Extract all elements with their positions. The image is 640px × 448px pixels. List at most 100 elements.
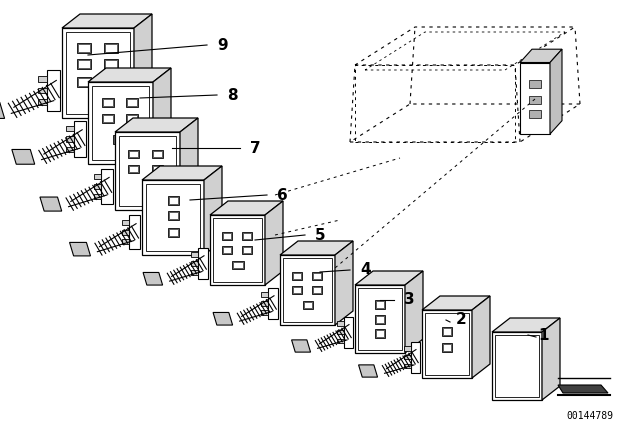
Polygon shape <box>62 28 134 118</box>
Text: 7: 7 <box>250 141 260 155</box>
Bar <box>232 263 243 268</box>
Text: 3: 3 <box>404 293 415 307</box>
Bar <box>168 228 179 237</box>
Bar <box>292 287 301 293</box>
Bar <box>77 43 91 53</box>
Polygon shape <box>191 261 198 266</box>
Text: 00144789: 00144789 <box>566 411 614 421</box>
Bar <box>152 150 163 158</box>
Polygon shape <box>12 150 35 164</box>
Polygon shape <box>62 14 152 28</box>
Bar <box>442 327 452 336</box>
Bar <box>152 165 163 173</box>
Polygon shape <box>38 99 47 105</box>
Bar <box>104 59 118 69</box>
Bar <box>314 273 321 279</box>
Polygon shape <box>115 118 198 132</box>
Bar <box>89 93 107 103</box>
Polygon shape <box>404 355 411 359</box>
Polygon shape <box>358 365 378 377</box>
Bar <box>291 286 301 294</box>
Bar <box>375 329 385 338</box>
Polygon shape <box>47 70 60 111</box>
Bar <box>105 60 117 68</box>
Polygon shape <box>422 296 490 310</box>
Bar <box>243 232 252 240</box>
Polygon shape <box>115 132 180 210</box>
Bar <box>292 273 301 279</box>
Text: 9: 9 <box>217 38 228 52</box>
Polygon shape <box>88 68 171 82</box>
Bar <box>67 32 130 114</box>
Bar <box>127 99 137 106</box>
Polygon shape <box>337 330 344 335</box>
Bar <box>312 272 323 280</box>
Bar <box>104 43 118 53</box>
Polygon shape <box>38 88 47 94</box>
Polygon shape <box>129 215 140 249</box>
Polygon shape <box>261 310 268 315</box>
Polygon shape <box>210 215 265 285</box>
Bar <box>375 300 385 309</box>
Polygon shape <box>411 342 420 373</box>
Bar <box>128 150 139 158</box>
Bar <box>77 78 90 86</box>
Bar <box>425 313 469 375</box>
Bar <box>153 167 162 172</box>
Bar <box>376 331 384 337</box>
Text: 5: 5 <box>315 228 326 242</box>
Text: 8: 8 <box>227 87 237 103</box>
Polygon shape <box>38 76 47 82</box>
Polygon shape <box>143 272 163 285</box>
Bar <box>221 232 232 240</box>
Polygon shape <box>261 293 268 297</box>
Bar <box>126 114 138 123</box>
Polygon shape <box>422 310 472 378</box>
Polygon shape <box>94 184 101 189</box>
Text: 4: 4 <box>360 263 371 277</box>
Bar <box>376 301 384 307</box>
Polygon shape <box>74 121 86 157</box>
Polygon shape <box>265 201 283 285</box>
Bar <box>358 288 402 350</box>
Polygon shape <box>88 82 153 164</box>
Bar <box>442 343 452 352</box>
Bar <box>243 246 252 254</box>
Polygon shape <box>520 63 550 134</box>
Bar <box>312 286 323 294</box>
Bar <box>119 136 176 206</box>
Bar <box>291 272 301 280</box>
Text: 6: 6 <box>277 188 288 202</box>
Polygon shape <box>40 197 61 211</box>
Polygon shape <box>344 317 353 348</box>
Polygon shape <box>280 241 353 255</box>
Polygon shape <box>180 118 198 210</box>
Polygon shape <box>280 255 335 325</box>
Bar <box>529 80 541 88</box>
Polygon shape <box>142 180 204 255</box>
Bar <box>146 184 200 251</box>
Bar <box>141 186 154 194</box>
Polygon shape <box>404 346 411 351</box>
Bar <box>102 98 113 107</box>
Bar <box>213 218 262 282</box>
Bar <box>495 335 539 397</box>
Polygon shape <box>0 102 4 118</box>
Polygon shape <box>67 126 74 131</box>
Bar <box>90 94 106 102</box>
Polygon shape <box>520 49 562 63</box>
Bar <box>168 212 177 220</box>
Polygon shape <box>122 230 129 235</box>
Polygon shape <box>261 302 268 306</box>
Bar <box>77 60 90 68</box>
Bar <box>168 211 179 220</box>
Bar <box>223 247 230 253</box>
Polygon shape <box>67 136 74 142</box>
Bar <box>303 302 312 308</box>
Bar <box>153 151 162 157</box>
Polygon shape <box>337 321 344 326</box>
Bar <box>314 287 321 293</box>
Polygon shape <box>204 166 222 255</box>
Polygon shape <box>404 364 411 368</box>
Bar <box>168 197 179 206</box>
